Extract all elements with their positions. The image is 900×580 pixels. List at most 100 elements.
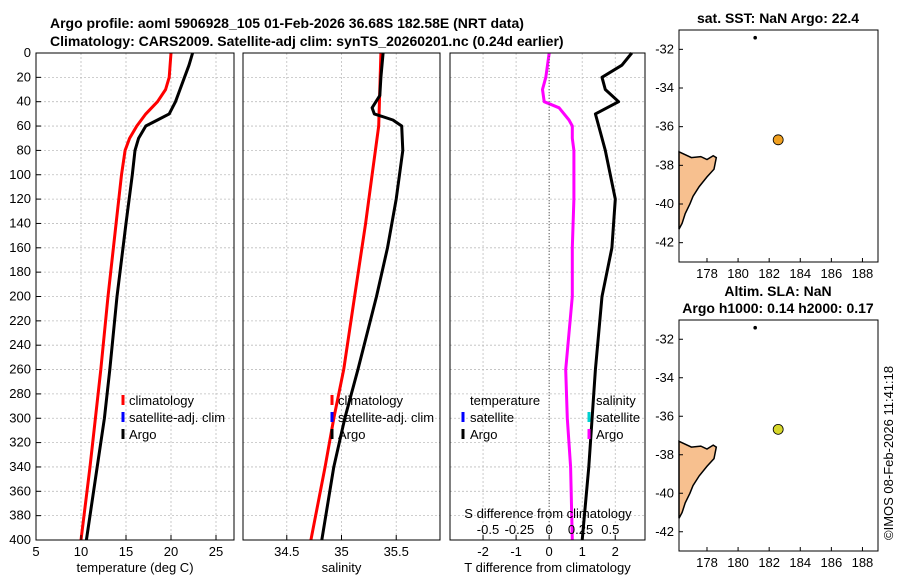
s-diff-axis-label: S difference from climatology [464, 506, 632, 521]
y-tick-label: 20 [17, 69, 31, 84]
x-tick-label: 178 [696, 555, 718, 570]
series-climatology [309, 52, 383, 541]
y-tick-label: 60 [17, 118, 31, 133]
x-tick-label: 2 [612, 544, 619, 559]
x-tick-label: 184 [789, 555, 811, 570]
map1-title: sat. SST: NaN Argo: 22.4 [697, 10, 859, 26]
y-tick-label: -34 [655, 370, 674, 385]
legend-label-left: temperature [470, 393, 540, 408]
x-tick-label: 0 [546, 544, 553, 559]
argo-position-marker [772, 134, 784, 146]
y-tick-label: -36 [655, 119, 674, 134]
imos-watermark: ©IMOS 08-Feb-2026 11:41:18 [881, 366, 896, 540]
map2-title-line2: Argo h1000: 0.14 h2000: 0.17 [682, 300, 874, 316]
panel-salinity: 34.5 35 35.5 salinity climatology satellite-a… [242, 52, 441, 575]
x-tick-label: 35 [334, 544, 348, 559]
legend-label: climatology [338, 393, 404, 408]
x-tick-label: 15 [119, 544, 133, 559]
legend-label: Argo [129, 427, 156, 442]
map-frame [678, 29, 879, 263]
y-tick-label: 40 [17, 94, 31, 109]
y-tick-label: -38 [655, 447, 674, 462]
y-tick-label: 220 [9, 313, 31, 328]
panel-difference: -2 -1 0 1 2T difference from climatology S di… [449, 52, 646, 575]
x-axis-label: salinity [322, 560, 362, 575]
x-tick-label: -2 [477, 544, 489, 559]
y-tick-label: 320 [9, 435, 31, 450]
legend-label: Argo [338, 427, 365, 442]
x-tick-label: 178 [696, 266, 718, 281]
y-tick-label: 380 [9, 508, 31, 523]
y-tick-label: 280 [9, 386, 31, 401]
y-tick-label: 400 [9, 532, 31, 547]
y-tick-label: 240 [9, 337, 31, 352]
x-tick-label: 182 [758, 266, 780, 281]
y-tick-label: 360 [9, 483, 31, 498]
y-tick-label: -34 [655, 80, 674, 95]
y-tick-label: -36 [655, 408, 674, 423]
x-tick-label: 34.5 [274, 544, 299, 559]
y-tick-label: -42 [655, 524, 674, 539]
legend-label-left: Argo [470, 427, 497, 442]
axes-frame [449, 52, 646, 541]
x-tick-label: 182 [758, 555, 780, 570]
y-tick-label: -32 [655, 331, 674, 346]
x-tick-label: 1 [579, 544, 586, 559]
legend-label: satellite-adj. clim [338, 410, 434, 425]
y-tick-label: 340 [9, 459, 31, 474]
y-tick-label: -38 [655, 157, 674, 172]
series-s-difference [580, 52, 633, 541]
map-frame [678, 319, 879, 552]
figure-title-line1: Argo profile: aoml 5906928_105 01-Feb-20… [50, 15, 524, 31]
y-tick-label: 180 [9, 264, 31, 279]
y-tick-label: -32 [655, 41, 674, 56]
x-tick-label: 35.5 [384, 544, 409, 559]
x-axis-label: temperature (deg C) [76, 560, 193, 575]
x-tick-label: -1 [510, 544, 522, 559]
island-marker [753, 325, 757, 330]
legend-label: climatology [129, 393, 195, 408]
x-tick-label: 184 [789, 266, 811, 281]
y-tick-label: 160 [9, 240, 31, 255]
x-tick-label: 188 [852, 555, 874, 570]
land-mass [678, 440, 718, 519]
x-tick-label: 186 [821, 266, 843, 281]
y-tick-label: 100 [9, 167, 31, 182]
legend-label-right: salinity [596, 393, 636, 408]
island-marker [753, 35, 757, 40]
y-tick-label: -40 [655, 485, 674, 500]
legend-label-right: satellite [596, 410, 640, 425]
figure-title-line2: Climatology: CARS2009. Satellite-adj cli… [50, 33, 564, 49]
s-diff-tick-label: 0.25 [568, 522, 593, 537]
series-climatology [79, 52, 173, 541]
x-tick-label: 186 [821, 555, 843, 570]
series-t-difference [541, 52, 576, 541]
s-diff-tick-label: 0.5 [601, 522, 619, 537]
y-tick-label: -40 [655, 196, 674, 211]
x-tick-label: 20 [164, 544, 178, 559]
legend-label-left: satellite [470, 410, 514, 425]
y-tick-label: 140 [9, 215, 31, 230]
s-diff-tick-label: -0.5 [477, 522, 499, 537]
x-tick-label: 180 [727, 266, 749, 281]
panel-temperature: 5 10 15 20 25 temperature (deg C) 0 20 40 60 80 100… [9, 45, 235, 575]
s-diff-tick-label: -0.25 [505, 522, 535, 537]
x-tick-label: 25 [209, 544, 223, 559]
series-argo [84, 52, 195, 541]
map2-title: Altim. SLA: NaN [724, 283, 831, 299]
panel-sst_map: 178 180 182 184 186 188 -32 -34 -36 -38 -40 -42 sat.… [655, 10, 879, 281]
land-mass [678, 150, 718, 230]
legend-label: satellite-adj. clim [129, 410, 225, 425]
legend-label-right: Argo [596, 427, 623, 442]
x-tick-label: 5 [32, 544, 39, 559]
y-tick-label: 300 [9, 410, 31, 425]
y-tick-label: 260 [9, 362, 31, 377]
x-tick-label: 180 [727, 555, 749, 570]
panel-sla_map: 178 180 182 184 186 188 -32 -34 -36 -38 -40 -42 Alti… [655, 283, 879, 570]
series-argo [320, 52, 405, 541]
y-tick-label: -42 [655, 235, 674, 250]
x-tick-label: 10 [74, 544, 88, 559]
y-tick-label: 0 [24, 45, 31, 60]
x-tick-label: 188 [852, 266, 874, 281]
